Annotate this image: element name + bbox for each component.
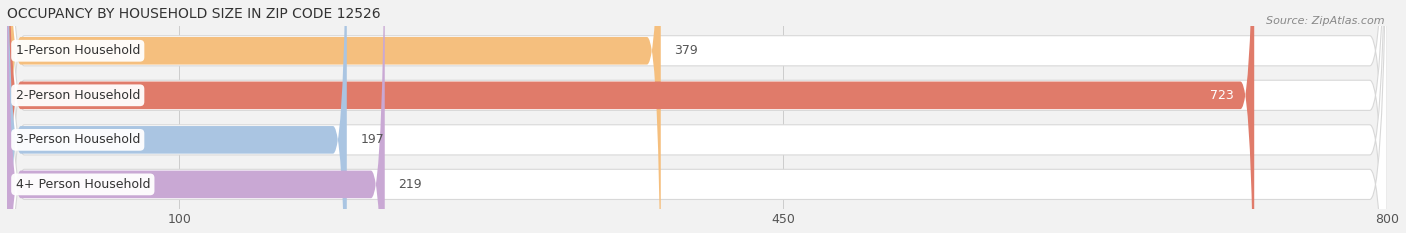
Text: Source: ZipAtlas.com: Source: ZipAtlas.com [1267,16,1385,26]
FancyBboxPatch shape [7,0,1388,233]
FancyBboxPatch shape [7,0,1388,233]
FancyBboxPatch shape [7,0,661,233]
Text: 723: 723 [1209,89,1233,102]
Text: 197: 197 [360,133,384,146]
FancyBboxPatch shape [7,0,1254,233]
Text: 379: 379 [675,44,699,57]
Text: 2-Person Household: 2-Person Household [15,89,141,102]
Text: 219: 219 [398,178,422,191]
FancyBboxPatch shape [7,0,385,233]
FancyBboxPatch shape [7,0,1388,233]
Text: OCCUPANCY BY HOUSEHOLD SIZE IN ZIP CODE 12526: OCCUPANCY BY HOUSEHOLD SIZE IN ZIP CODE … [7,7,381,21]
FancyBboxPatch shape [7,0,347,233]
FancyBboxPatch shape [7,0,1388,233]
Text: 3-Person Household: 3-Person Household [15,133,141,146]
Text: 1-Person Household: 1-Person Household [15,44,141,57]
Text: 4+ Person Household: 4+ Person Household [15,178,150,191]
